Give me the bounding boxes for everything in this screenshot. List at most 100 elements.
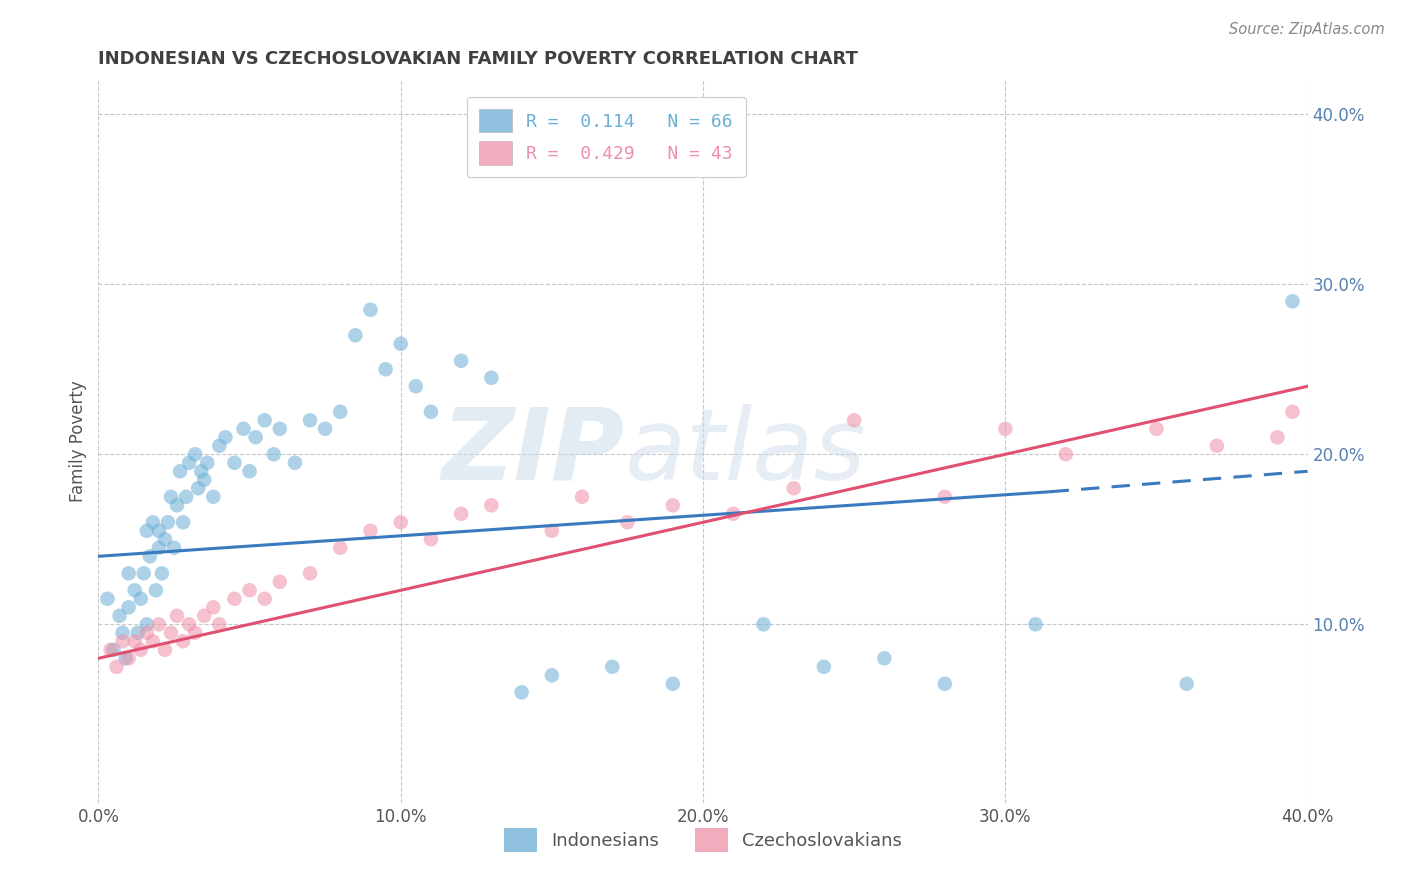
Point (214, 430, 236, 444)
Point (934, 490, 956, 504)
Point (135, 524, 157, 538)
Point (873, 651, 896, 665)
Point (135, 617, 157, 632)
Point (148, 524, 170, 538)
Text: Source: ZipAtlas.com: Source: ZipAtlas.com (1229, 22, 1385, 37)
Point (160, 625, 183, 640)
Point (616, 516, 638, 530)
Point (405, 379, 427, 393)
Point (239, 464, 262, 478)
Point (1024, 617, 1046, 632)
Point (360, 524, 382, 538)
Point (661, 677, 683, 691)
Point (344, 328, 367, 343)
Point (105, 660, 128, 674)
Point (208, 439, 231, 453)
Point (224, 456, 246, 470)
Point (127, 625, 149, 640)
Point (314, 422, 336, 436)
Point (142, 634, 165, 648)
Point (187, 481, 209, 495)
Point (934, 677, 956, 691)
Text: ZIP: ZIP (441, 404, 624, 501)
Point (224, 591, 246, 606)
Point (135, 625, 157, 640)
Point (1175, 677, 1198, 691)
Point (193, 608, 215, 623)
Point (169, 464, 191, 478)
Point (160, 490, 183, 504)
Point (299, 413, 322, 427)
Point (245, 430, 267, 444)
Point (139, 549, 162, 564)
Point (540, 668, 562, 682)
Point (118, 600, 141, 615)
Point (129, 591, 152, 606)
Point (994, 422, 1017, 436)
Point (166, 608, 188, 623)
Point (190, 464, 212, 478)
Point (420, 533, 443, 547)
Point (329, 405, 352, 419)
Point (450, 353, 472, 368)
Point (1054, 447, 1077, 461)
Point (163, 541, 186, 555)
Point (148, 541, 170, 555)
Point (239, 583, 262, 598)
Text: atlas: atlas (624, 404, 866, 501)
Point (153, 642, 176, 657)
Point (118, 651, 141, 665)
Point (193, 473, 215, 487)
Point (481, 371, 503, 385)
Point (284, 456, 307, 470)
Point (174, 490, 197, 504)
Point (202, 600, 225, 615)
Point (202, 490, 225, 504)
Point (184, 625, 207, 640)
Point (232, 422, 254, 436)
Point (108, 608, 131, 623)
Point (299, 566, 322, 581)
Point (1144, 422, 1167, 436)
Point (1267, 430, 1289, 444)
Point (179, 617, 201, 632)
Point (156, 516, 179, 530)
Point (253, 591, 276, 606)
Point (142, 516, 165, 530)
Point (111, 625, 134, 640)
Point (389, 516, 412, 530)
Point (132, 566, 155, 581)
Point (153, 533, 176, 547)
Point (813, 660, 835, 674)
Point (752, 617, 775, 632)
Point (510, 685, 533, 699)
Point (571, 490, 593, 504)
Point (269, 574, 291, 589)
Point (100, 642, 122, 657)
Point (540, 524, 562, 538)
Point (844, 413, 866, 427)
Point (481, 498, 503, 512)
Point (195, 456, 218, 470)
Point (253, 413, 276, 427)
Point (114, 651, 136, 665)
Point (1281, 405, 1303, 419)
Point (661, 498, 683, 512)
Point (450, 507, 472, 521)
Point (360, 302, 382, 317)
Legend: Indonesians, Czechoslovakians: Indonesians, Czechoslovakians (496, 822, 910, 859)
Point (208, 617, 231, 632)
Point (420, 405, 443, 419)
Point (172, 634, 194, 648)
Point (103, 642, 125, 657)
Point (1206, 439, 1229, 453)
Point (723, 507, 745, 521)
Point (166, 498, 188, 512)
Point (145, 583, 167, 598)
Point (124, 583, 146, 598)
Point (111, 634, 134, 648)
Point (783, 481, 806, 495)
Point (118, 566, 141, 581)
Point (179, 456, 201, 470)
Text: INDONESIAN VS CZECHOSLOVAKIAN FAMILY POVERTY CORRELATION CHART: INDONESIAN VS CZECHOSLOVAKIAN FAMILY POV… (98, 50, 858, 68)
